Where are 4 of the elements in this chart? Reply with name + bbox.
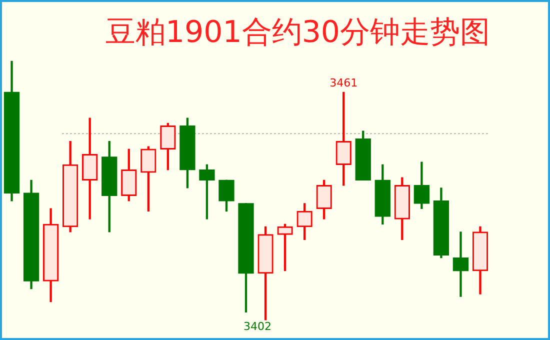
annotation: 3461 [330, 76, 358, 90]
candlestick [452, 232, 469, 297]
text: 3402 [244, 320, 272, 334]
chart-title: 豆粕1901合约30分钟走势图 [105, 14, 490, 50]
